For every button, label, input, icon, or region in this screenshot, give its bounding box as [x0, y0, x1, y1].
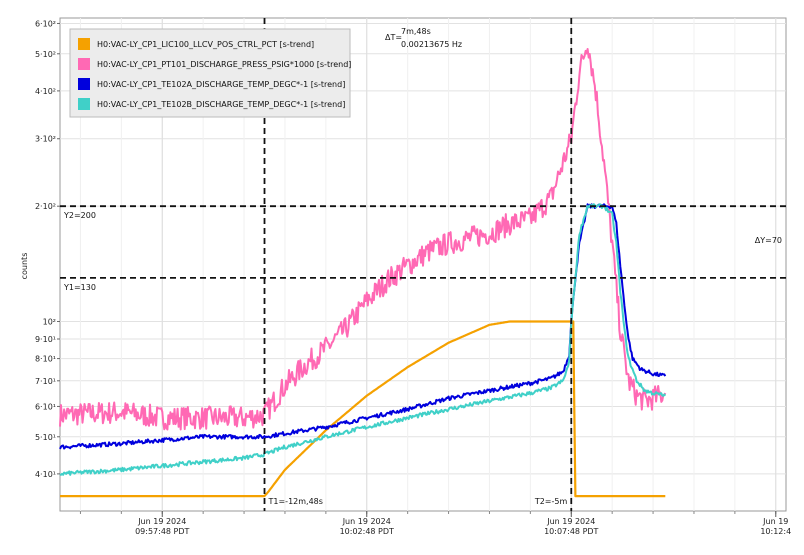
- x-tick-time-label: 10:07:48 PDT: [544, 527, 598, 536]
- x-tick-date-label: Jun 19 2024: [546, 517, 595, 526]
- x-tick-date-label: Jun 19 2024: [342, 517, 391, 526]
- legend-swatch-2: [78, 58, 90, 70]
- y-tick-label: 9·10¹: [35, 335, 56, 344]
- x-tick-date-label: Jun 19 2024: [137, 517, 186, 526]
- x-tick-time-label: 09:57:48 PDT: [135, 527, 189, 536]
- y-axis-label: counts: [20, 253, 29, 280]
- horizontal-cursor-label-2: Y1=130: [63, 283, 96, 292]
- cursor-lines[interactable]: T1=-12m,48s T2=-5m Y2=200 Y1=130 ΔT=7m,48s 0.…: [60, 18, 786, 511]
- series-line-2: [59, 48, 667, 431]
- horizontal-cursor-label-1: Y2=200: [63, 211, 96, 220]
- series-line-3: [59, 203, 667, 450]
- y-tick-label: 6·10¹: [35, 402, 56, 411]
- legend-label-3[interactable]: H0:VAC-LY_CP1_TE102A_DISCHARGE_TEMP_DEGC…: [97, 80, 345, 89]
- y-tick-label: 7·10¹: [35, 377, 56, 386]
- legend-label-4[interactable]: H0:VAC-LY_CP1_TE102B_DISCHARGE_TEMP_DEGC…: [97, 100, 345, 109]
- legend-swatch-4: [78, 98, 90, 110]
- x-tick-date-label: Jun 19: [762, 517, 788, 526]
- y-tick-label: 5·10²: [35, 50, 56, 59]
- series-line-4: [59, 203, 667, 476]
- y-tick-label: 10²: [43, 317, 56, 326]
- delta-t-value: 7m,48s: [401, 27, 431, 36]
- y-tick-label: 3·10²: [35, 135, 56, 144]
- vertical-cursor-label-1: T1=-12m,48s: [268, 497, 323, 506]
- y-tick-label: 6·10²: [35, 19, 56, 28]
- delta-t-label: ΔT=: [385, 33, 402, 42]
- x-tick-time-label: 10:02:48 PDT: [340, 527, 394, 536]
- series-line-1: [59, 320, 666, 498]
- delta-t-frequency: 0.00213675 Hz: [401, 40, 462, 49]
- y-tick-label: 4·10¹: [35, 470, 56, 479]
- vertical-cursor-label-2: T2=-5m: [534, 497, 568, 506]
- y-axis-ticks: 4·10¹ 5·10¹ 6·10¹ 7·10¹ 8·10¹ 9·10¹ 10² 2·10² 3·…: [35, 19, 60, 479]
- legend-swatch-1: [78, 38, 90, 50]
- legend-label-2[interactable]: H0:VAC-LY_CP1_PT101_DISCHARGE_PRESS_PSIG…: [97, 60, 351, 69]
- legend-label-1[interactable]: H0:VAC-LY_CP1_LIC100_LLCV_POS_CTRL_PCT […: [97, 40, 314, 49]
- y-tick-label: 2·10²: [35, 202, 56, 211]
- delta-y-label: ΔY=70: [755, 236, 782, 245]
- y-tick-label: 8·10¹: [35, 355, 56, 364]
- legend-swatch-3: [78, 78, 90, 90]
- x-tick-time-label: 10:12:4: [760, 527, 791, 536]
- series-lines: [59, 48, 667, 498]
- legend-box: [69, 28, 351, 118]
- y-tick-label: 5·10¹: [35, 433, 56, 442]
- legend[interactable]: H0:VAC-LY_CP1_LIC100_LLCV_POS_CTRL_PCT […: [69, 28, 351, 118]
- y-tick-label: 4·10²: [35, 87, 56, 96]
